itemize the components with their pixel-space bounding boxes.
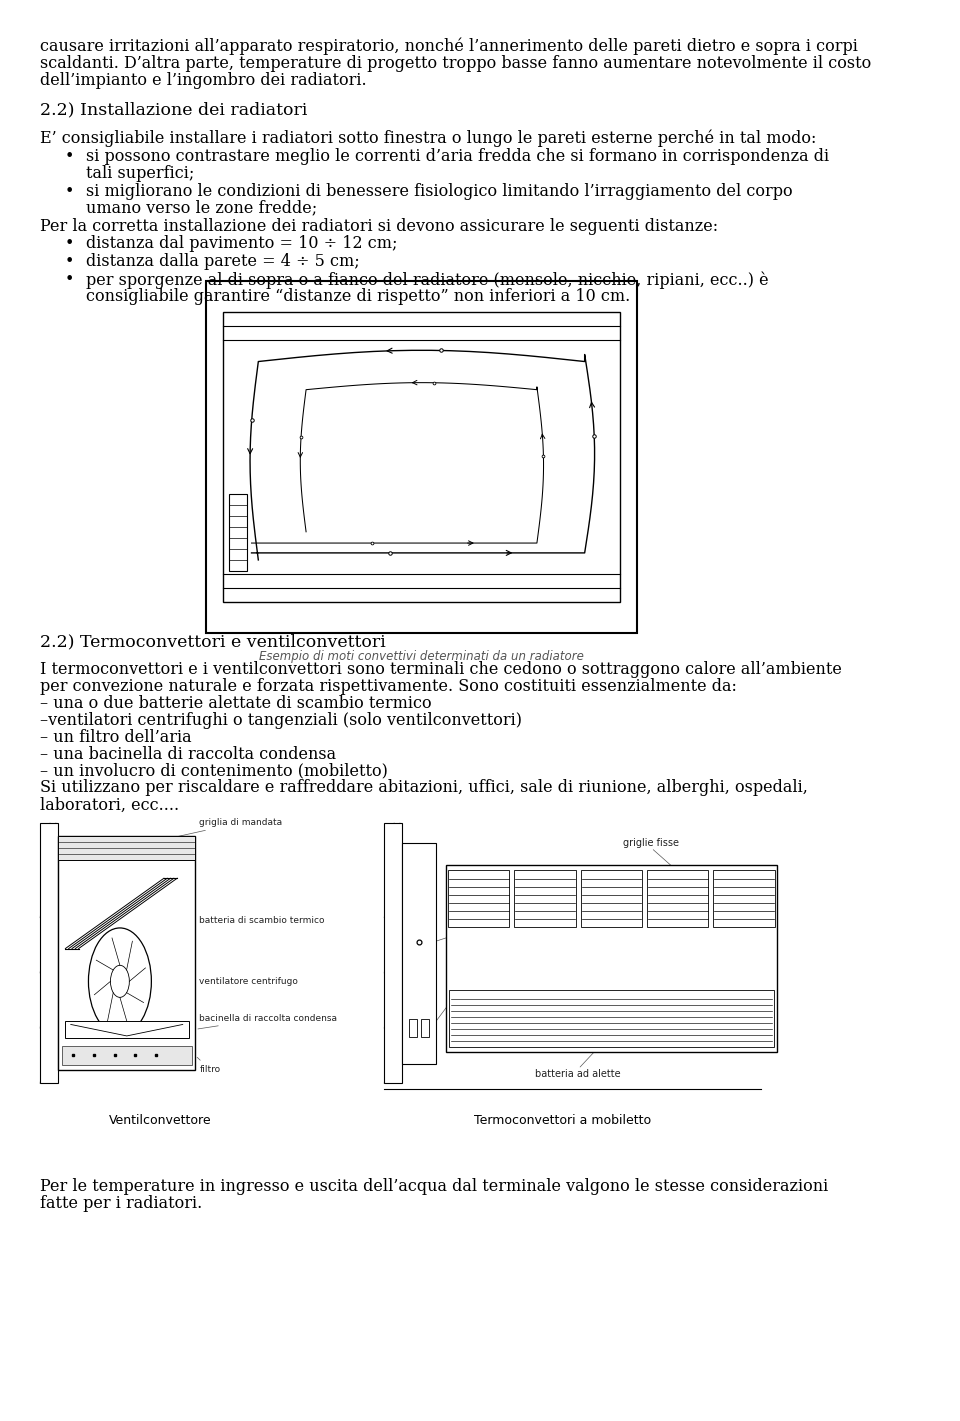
Text: fatte per i radiatori.: fatte per i radiatori. — [40, 1195, 203, 1212]
Text: per convezione naturale e forzata rispettivamente. Sono costituiti essenzialment: per convezione naturale e forzata rispet… — [40, 678, 737, 695]
Text: – un filtro dell’aria: – un filtro dell’aria — [40, 729, 192, 746]
Bar — [515, 870, 576, 928]
Text: – un involucro di contenimento (mobiletto): – un involucro di contenimento (mobilett… — [40, 763, 388, 780]
Bar — [59, 836, 195, 860]
Bar — [65, 1022, 188, 1037]
Text: umano verso le zone fredde;: umano verso le zone fredde; — [85, 200, 317, 217]
Text: •: • — [65, 253, 74, 270]
Bar — [40, 823, 59, 1083]
Text: tali superfici;: tali superfici; — [85, 165, 194, 182]
Bar — [409, 1019, 418, 1037]
Text: scaldanti. D’altra parte, temperature di progetto troppo basse fanno aumentare n: scaldanti. D’altra parte, temperature di… — [40, 55, 872, 72]
Text: ventilatore centrifugo: ventilatore centrifugo — [155, 976, 299, 986]
Text: griglie fisse: griglie fisse — [623, 838, 679, 848]
Text: •: • — [65, 271, 74, 288]
Text: filtro: filtro — [197, 1057, 221, 1074]
Bar — [581, 870, 642, 928]
Text: I termoconvettori e i ventilconvettori sono terminali che cedono o sottraggono c: I termoconvettori e i ventilconvettori s… — [40, 661, 842, 678]
Text: •: • — [65, 148, 74, 165]
Text: Per le temperature in ingresso e uscita dell’acqua dal terminale valgono le stes: Per le temperature in ingresso e uscita … — [40, 1178, 828, 1195]
Bar — [647, 870, 708, 928]
Bar — [61, 1046, 192, 1064]
Text: 2.2) Installazione dei radiatori: 2.2) Installazione dei radiatori — [40, 101, 307, 118]
Bar — [59, 836, 195, 1070]
Text: si migliorano le condizioni di benessere fisiologico limitando l’irraggiamento d: si migliorano le condizioni di benessere… — [85, 183, 792, 200]
Text: causare irritazioni all’apparato respiratorio, nonché l’annerimento delle pareti: causare irritazioni all’apparato respira… — [40, 38, 858, 55]
Text: Termoconvettori a mobiletto: Termoconvettori a mobiletto — [474, 1114, 651, 1127]
Bar — [445, 865, 778, 1052]
Text: distanza dalla parete = 4 ÷ 5 cm;: distanza dalla parete = 4 ÷ 5 cm; — [85, 253, 359, 270]
Text: –ventilatori centrifughi o tangenziali (solo ventilconvettori): –ventilatori centrifughi o tangenziali (… — [40, 712, 522, 729]
Text: E’ consigliabile installare i radiatori sotto finestra o lungo le pareti esterne: E’ consigliabile installare i radiatori … — [40, 129, 817, 146]
Bar — [420, 1019, 429, 1037]
Text: batteria ad alette: batteria ad alette — [536, 1069, 621, 1079]
Text: Esempio di moti convettivi determinati da un radiatore: Esempio di moti convettivi determinati d… — [259, 649, 584, 664]
Bar — [448, 870, 510, 928]
Text: Per la corretta installazione dei radiatori si devono assicurare le seguenti dis: Per la corretta installazione dei radiat… — [40, 217, 718, 234]
Text: per sporgenze al di sopra o a fianco del radiatore (mensole, nicchie, ripiani, e: per sporgenze al di sopra o a fianco del… — [85, 271, 768, 288]
Text: Ventilconvettore: Ventilconvettore — [109, 1114, 211, 1127]
Text: si possono contrastare meglio le correnti d’aria fredda che si formano in corris: si possono contrastare meglio le corrent… — [85, 148, 828, 165]
Text: •: • — [65, 234, 74, 252]
Text: dell’impianto e l’ingombro dei radiatori.: dell’impianto e l’ingombro dei radiatori… — [40, 71, 367, 88]
Text: •: • — [65, 183, 74, 200]
Text: griglia di mandata: griglia di mandata — [130, 818, 282, 847]
Text: 2.2) Termoconvettori e ventilconvettori: 2.2) Termoconvettori e ventilconvettori — [40, 634, 386, 651]
Text: Si utilizzano per riscaldare e raffreddare abitazioni, uffici, sale di riunione,: Si utilizzano per riscaldare e raffredda… — [40, 780, 808, 796]
Text: mobiletto di
contenimento: mobiletto di contenimento — [452, 925, 520, 946]
Text: consigliabile garantire “distanze di rispetto” non inferiori a 10 cm.: consigliabile garantire “distanze di ris… — [85, 288, 630, 306]
Text: – una bacinella di raccolta condensa: – una bacinella di raccolta condensa — [40, 746, 336, 763]
Bar — [713, 870, 775, 928]
Text: laboratori, ecc....: laboratori, ecc.... — [40, 796, 180, 813]
Text: batteria di scambio termico: batteria di scambio termico — [124, 914, 324, 925]
Bar — [449, 990, 774, 1046]
Text: distanza dal pavimento = 10 ÷ 12 cm;: distanza dal pavimento = 10 ÷ 12 cm; — [85, 234, 397, 252]
Text: bacinella di raccolta condensa: bacinella di raccolta condensa — [198, 1013, 337, 1029]
Text: serranda di
regolazione: serranda di regolazione — [452, 985, 509, 1006]
Bar — [384, 823, 402, 1083]
Text: – una o due batterie alettate di scambio termico: – una o due batterie alettate di scambio… — [40, 695, 432, 712]
Bar — [402, 843, 436, 1064]
